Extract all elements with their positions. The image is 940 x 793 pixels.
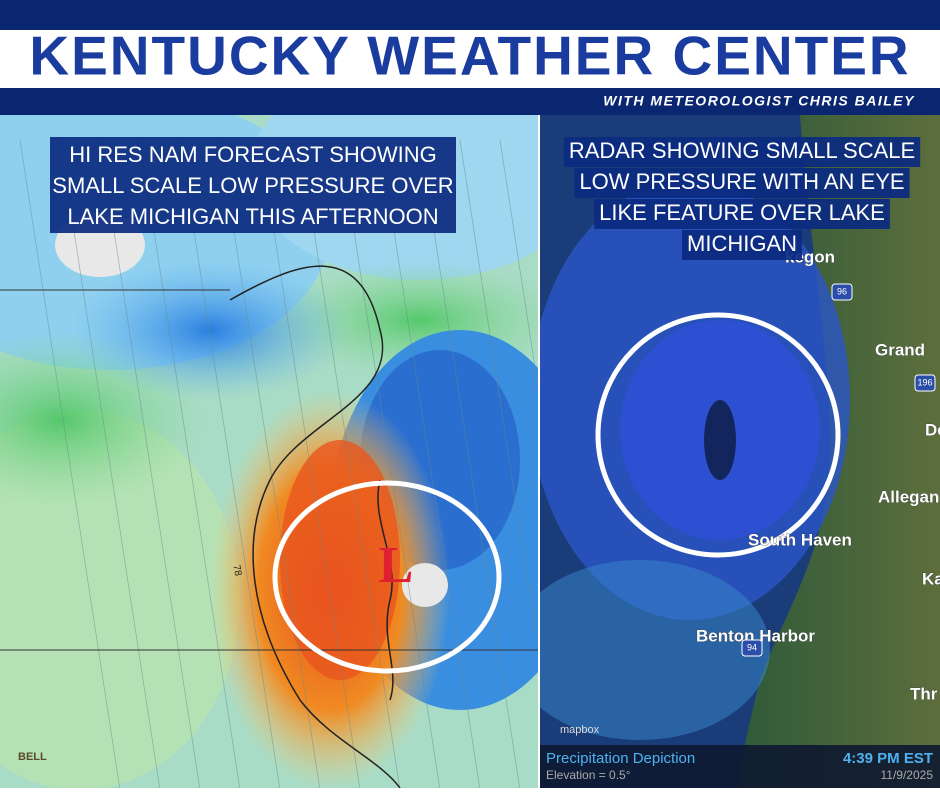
place-label: De — [925, 420, 940, 439]
place-label: Ka — [922, 569, 940, 588]
place-label: Grand — [875, 340, 925, 359]
highway-number: 96 — [837, 286, 847, 296]
highway-shield — [831, 283, 853, 301]
caption-box — [563, 137, 921, 167]
highway-shield — [914, 374, 936, 392]
header-band — [0, 0, 940, 30]
subtitle: WITH METEOROLOGIST CHRIS BAILEY — [603, 93, 915, 109]
place-label: Benton Harbor — [696, 626, 815, 645]
contour-label: 78 — [230, 564, 243, 577]
caption-line: HI RES NAM FORECAST SHOWING — [69, 142, 437, 167]
highway-shield — [741, 639, 763, 657]
subtitle-band — [0, 88, 940, 115]
time-label: 4:39 PM EST — [843, 750, 933, 767]
logo: BELL — [18, 751, 47, 763]
highlight-circle — [272, 480, 502, 674]
title: KENTUCKY WEATHER CENTER — [29, 25, 910, 87]
highway-number: 94 — [747, 642, 757, 652]
caption-box — [50, 137, 456, 233]
place-label: Thr — [910, 684, 938, 703]
caption-box — [574, 168, 910, 198]
caption-box — [682, 230, 802, 260]
caption-line: LOW PRESSURE WITH AN EYE — [579, 169, 904, 194]
map-credit: mapbox — [560, 724, 600, 736]
date-label: 11/9/2025 — [881, 768, 934, 782]
header-title-band — [0, 30, 940, 88]
place-label: Allegan — [878, 487, 939, 506]
caption-line: LAKE MICHIGAN THIS AFTERNOON — [67, 204, 438, 229]
caption-line: MICHIGAN — [687, 231, 797, 256]
caption-box — [594, 199, 890, 229]
footer-bar — [540, 745, 940, 788]
low-label: L — [379, 537, 414, 594]
place-label: South Haven — [748, 530, 852, 549]
highway-number: 196 — [917, 377, 932, 387]
caption-line: LIKE FEATURE OVER LAKE — [599, 200, 885, 225]
caption-line: SMALL SCALE LOW PRESSURE OVER — [52, 173, 453, 198]
highlight-circle — [595, 312, 841, 558]
caption-line: RADAR SHOWING SMALL SCALE — [569, 138, 915, 163]
product-label: Precipitation Depiction — [546, 750, 695, 767]
elevation-label: Elevation = 0.5° — [546, 768, 631, 782]
divider — [538, 115, 540, 788]
